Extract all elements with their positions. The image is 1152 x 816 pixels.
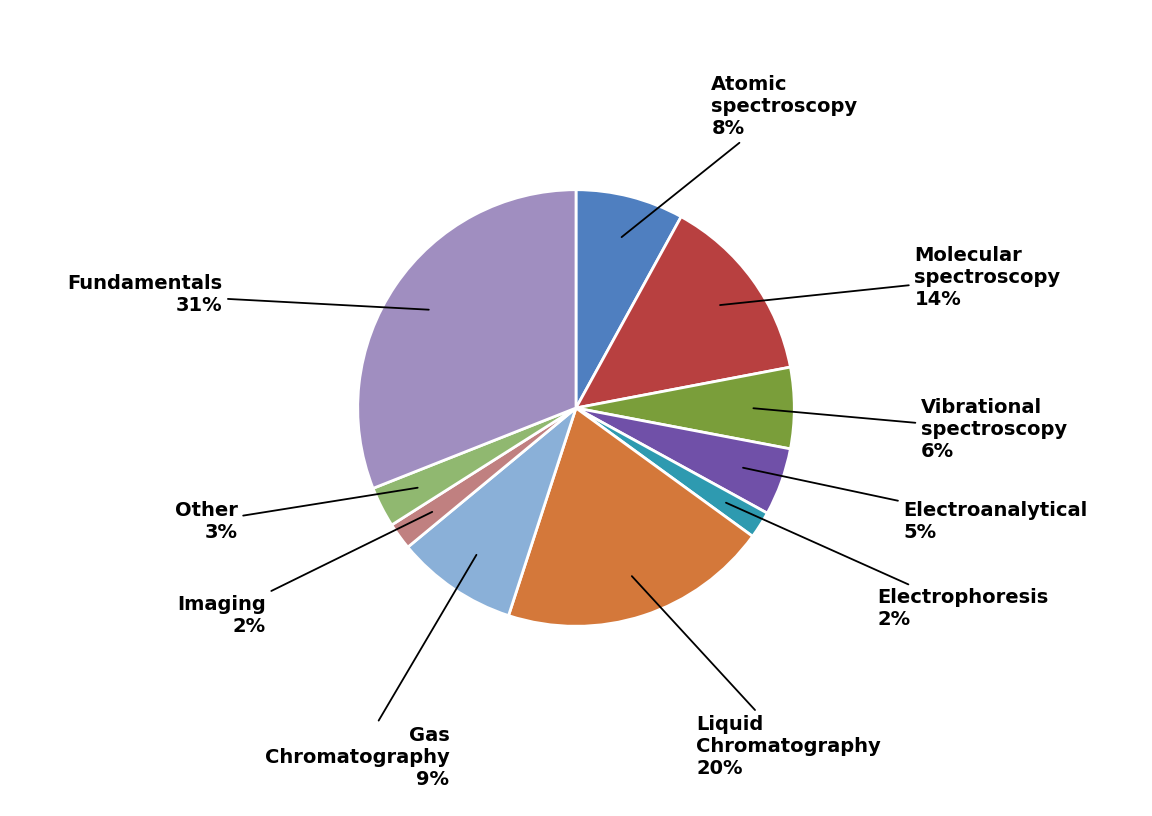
Wedge shape bbox=[576, 217, 790, 408]
Wedge shape bbox=[408, 408, 576, 615]
Wedge shape bbox=[576, 408, 767, 536]
Wedge shape bbox=[373, 408, 576, 525]
Text: Electroanalytical
5%: Electroanalytical 5% bbox=[743, 468, 1087, 542]
Wedge shape bbox=[358, 189, 576, 488]
Text: Molecular
spectroscopy
14%: Molecular spectroscopy 14% bbox=[720, 246, 1061, 308]
Wedge shape bbox=[576, 408, 790, 513]
Wedge shape bbox=[576, 367, 794, 449]
Wedge shape bbox=[392, 408, 576, 548]
Text: Atomic
spectroscopy
8%: Atomic spectroscopy 8% bbox=[622, 75, 857, 237]
Text: Gas
Chromatography
9%: Gas Chromatography 9% bbox=[265, 555, 477, 789]
Text: Liquid
Chromatography
20%: Liquid Chromatography 20% bbox=[631, 576, 881, 778]
Text: Imaging
2%: Imaging 2% bbox=[177, 512, 432, 636]
Text: Fundamentals
31%: Fundamentals 31% bbox=[67, 274, 429, 315]
Text: Vibrational
spectroscopy
6%: Vibrational spectroscopy 6% bbox=[753, 398, 1067, 461]
Text: Other
3%: Other 3% bbox=[175, 488, 418, 542]
Text: Electrophoresis
2%: Electrophoresis 2% bbox=[726, 503, 1048, 629]
Wedge shape bbox=[576, 189, 681, 408]
Wedge shape bbox=[508, 408, 752, 627]
